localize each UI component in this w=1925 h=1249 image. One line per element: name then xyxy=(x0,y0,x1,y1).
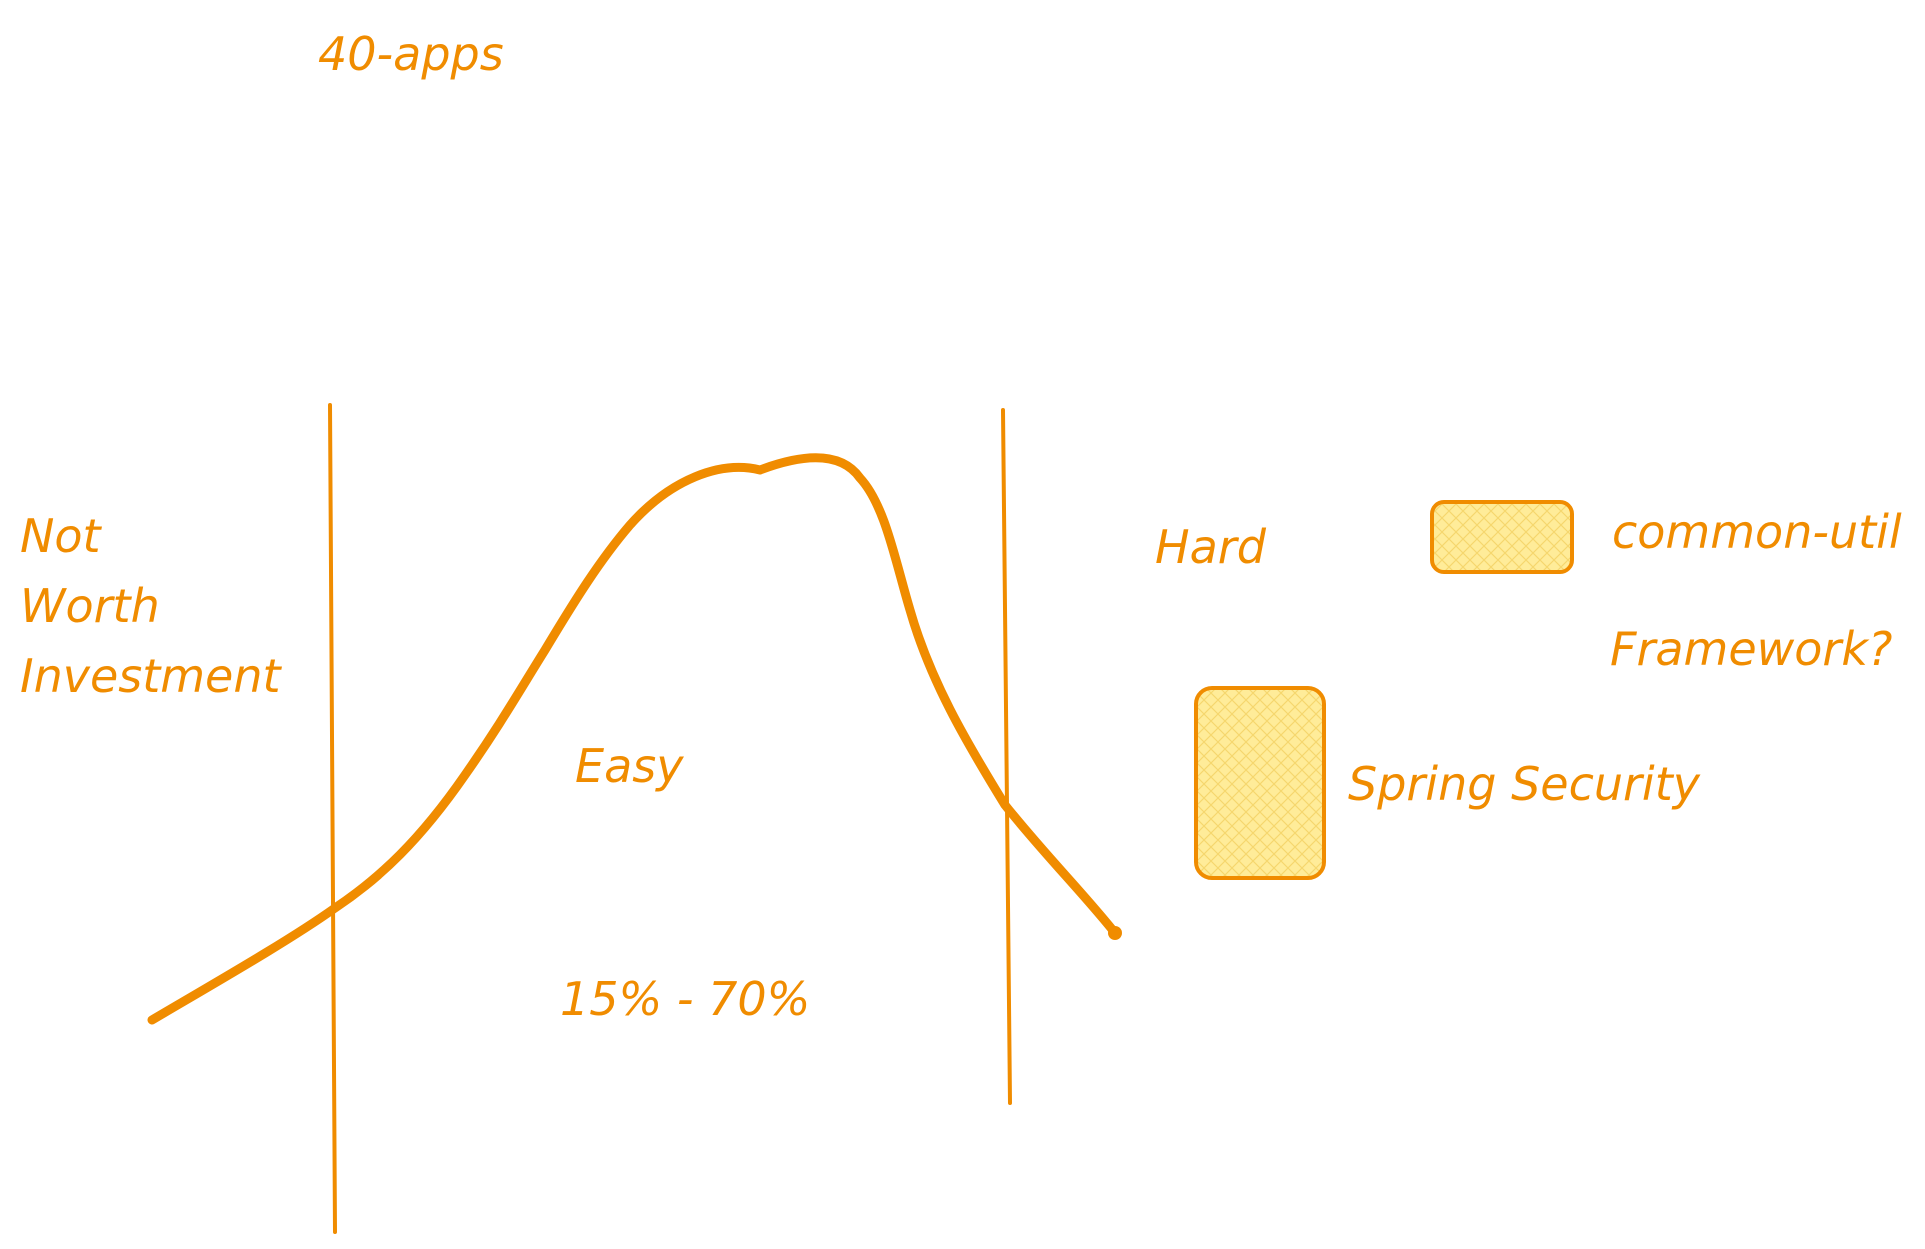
not-worth-label-line3: Investment xyxy=(20,649,283,703)
curve-end-dot xyxy=(1108,926,1122,940)
spring-security-box xyxy=(1194,686,1326,880)
right-divider-line xyxy=(1001,408,1012,1105)
spring-security-label: Spring Security xyxy=(1348,757,1701,811)
common-util-label: common-util xyxy=(1612,505,1902,559)
common-util-box xyxy=(1430,500,1574,574)
bell-curve xyxy=(147,453,1120,1025)
framework-label: Framework? xyxy=(1610,622,1892,676)
title-label: 40-apps xyxy=(318,27,504,81)
easy-label: Easy xyxy=(575,739,684,793)
not-worth-label-line1: Not xyxy=(20,509,103,563)
range-label: 15% - 70% xyxy=(560,972,810,1026)
not-worth-label-line2: Worth xyxy=(20,579,160,633)
left-divider-line xyxy=(328,403,337,1234)
hard-label: Hard xyxy=(1155,520,1267,574)
